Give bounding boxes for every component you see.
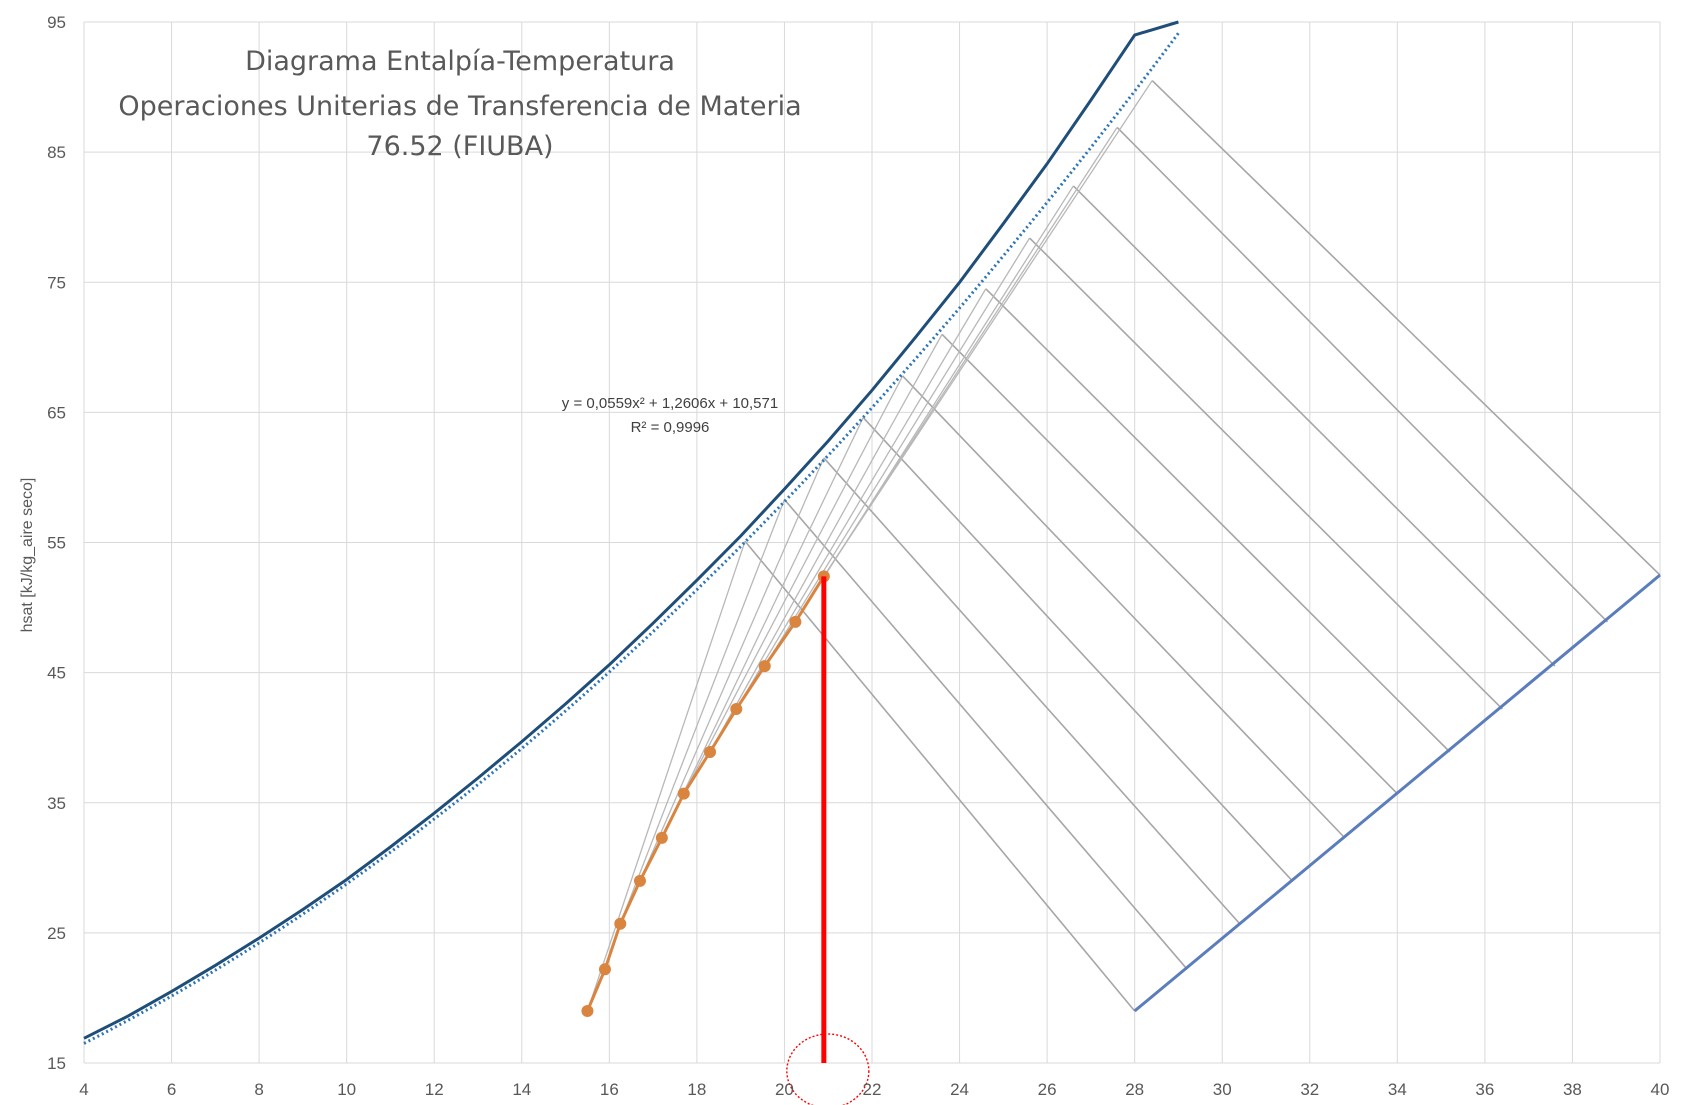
chart-title-line-2: Operaciones Uniterias de Transferencia d… — [118, 91, 801, 122]
tie-line — [1029, 237, 1503, 710]
x-tick-label: 18 — [687, 1080, 706, 1099]
tie-line — [862, 417, 1293, 882]
fan-line — [661, 417, 864, 839]
x-tick-label: 30 — [1213, 1080, 1232, 1099]
tie-line — [783, 499, 1188, 970]
operating-point — [614, 917, 627, 930]
operating-point — [789, 615, 802, 628]
x-tick-label: 40 — [1651, 1080, 1670, 1099]
x-tick-label: 36 — [1475, 1080, 1494, 1099]
x-tick-label: 8 — [254, 1080, 263, 1099]
water-operating-line — [586, 575, 826, 1012]
chart-title-line-1: Diagrama Entalpía-Temperatura — [245, 46, 675, 77]
operating-point — [704, 746, 717, 759]
y-tick-label: 65 — [47, 403, 66, 422]
trendline-r2-text: R² = 0,9996 — [631, 419, 710, 436]
tie-line — [1151, 79, 1661, 576]
tick-labels: 4 6 8 10 12 14 16 18 20 22 24 26 28 30 32 34 36 38 40 15 25 3… — [47, 13, 1669, 1099]
x-tick-label: 16 — [600, 1080, 619, 1099]
tie-line — [1116, 126, 1609, 623]
fan-line — [619, 499, 786, 925]
operating-point — [730, 703, 743, 716]
x-tick-label: 24 — [950, 1080, 969, 1099]
fan-lines — [586, 80, 1153, 1012]
tie-line — [985, 288, 1451, 753]
fan-line — [683, 375, 904, 794]
series — [83, 20, 1661, 1045]
x-tick-label: 4 — [79, 1080, 88, 1099]
y-tick-label: 55 — [47, 534, 66, 553]
fan-line — [709, 333, 943, 753]
trendline-equation: y = 0,0559x² + 1,2606x + 10,571 R² = 0,9… — [562, 395, 778, 436]
tie-line — [744, 540, 1136, 1012]
chart-title: Diagrama Entalpía-Temperatura Operacione… — [118, 46, 801, 162]
trendline — [83, 32, 1180, 1045]
x-tick-label: 34 — [1388, 1080, 1407, 1099]
fan-line — [586, 540, 746, 1012]
operating-point — [581, 1004, 594, 1017]
tie-lines — [744, 79, 1661, 1012]
x-tick-label: 6 — [167, 1080, 176, 1099]
air-operating-line — [1133, 573, 1661, 1013]
tie-line — [941, 333, 1398, 795]
x-tick-label: 38 — [1563, 1080, 1582, 1099]
y-axis-title: hsat [kJ/kg_aire seco] — [19, 478, 36, 633]
x-tick-label: 12 — [425, 1080, 444, 1099]
y-tick-label: 95 — [47, 13, 66, 32]
fan-line — [823, 80, 1153, 577]
operating-point — [598, 963, 611, 976]
operating-point — [677, 787, 690, 800]
operating-point — [758, 660, 771, 673]
y-tick-label: 35 — [47, 794, 66, 813]
fan-line — [764, 237, 1031, 667]
tie-line — [823, 457, 1241, 925]
operating-point — [633, 874, 646, 887]
y-tick-label: 25 — [47, 924, 66, 943]
saturation-curve — [83, 20, 1179, 1040]
x-tick-label: 14 — [512, 1080, 531, 1099]
y-tick-label: 15 — [47, 1054, 66, 1073]
highlight-circle — [786, 1033, 870, 1105]
fan-line — [735, 288, 987, 710]
x-tick-label: 20 — [775, 1080, 794, 1099]
y-tick-label: 85 — [47, 143, 66, 162]
fan-line — [639, 457, 825, 882]
x-tick-label: 22 — [863, 1080, 882, 1099]
x-tick-label: 32 — [1300, 1080, 1319, 1099]
marker — [786, 576, 870, 1105]
y-tick-label: 45 — [47, 664, 66, 683]
grid — [83, 21, 1661, 1064]
y-tick-label: 75 — [47, 273, 66, 292]
operating-point — [655, 831, 668, 844]
x-tick-label: 10 — [337, 1080, 356, 1099]
tie-line — [1072, 185, 1556, 667]
x-tick-label: 26 — [1038, 1080, 1057, 1099]
trendline-equation-text: y = 0,0559x² + 1,2606x + 10,571 — [562, 395, 778, 412]
chart-title-line-3: 76.52 (FIUBA) — [366, 131, 553, 162]
x-tick-label: 28 — [1125, 1080, 1144, 1099]
tie-line — [902, 375, 1346, 839]
